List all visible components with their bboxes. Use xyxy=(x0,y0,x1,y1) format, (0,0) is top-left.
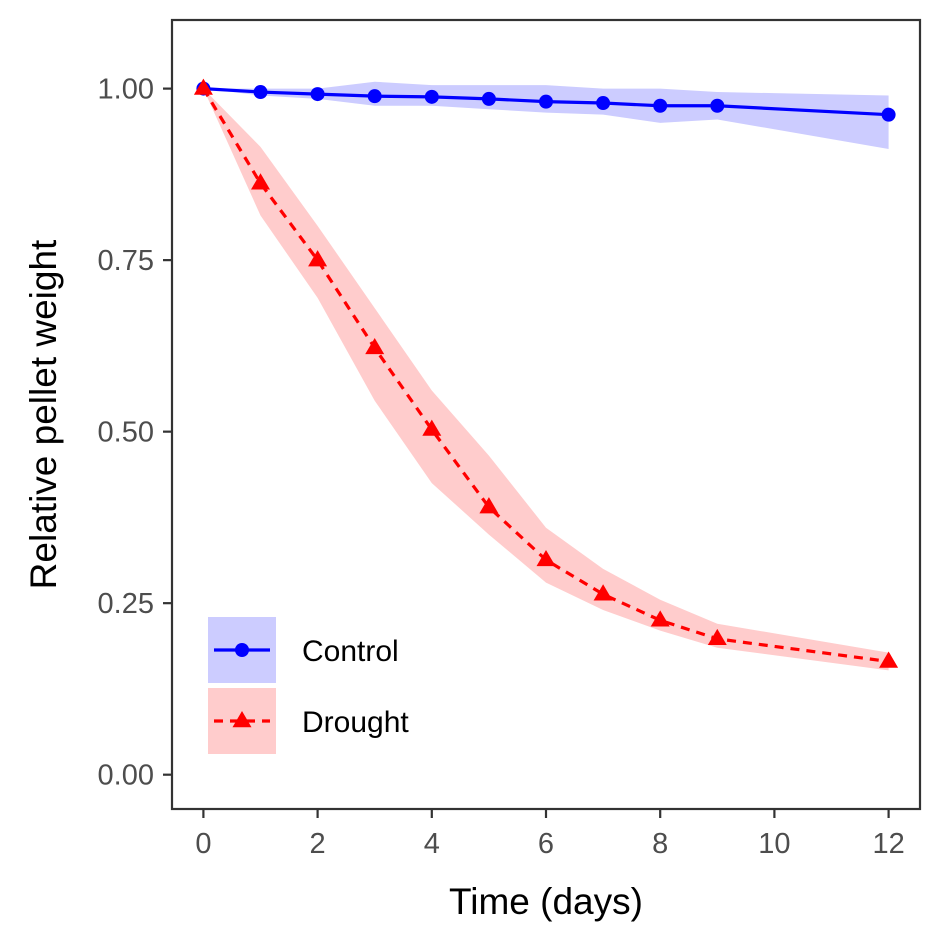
x-tick-label: 10 xyxy=(758,828,790,860)
drought-data-point xyxy=(650,610,670,627)
drought-legend-label: Drought xyxy=(302,706,409,739)
y-tick-label: 0.75 xyxy=(98,245,154,277)
drought-data-point xyxy=(193,78,213,95)
y-axis-title: Relative pellet weight xyxy=(23,239,64,589)
drought-data-point xyxy=(593,584,613,601)
control-legend-marker xyxy=(235,643,249,657)
confidence-ribbons xyxy=(203,81,889,671)
y-tick-label: 0.50 xyxy=(98,417,154,449)
x-tick-label: 8 xyxy=(652,828,668,860)
drought-data-point xyxy=(536,549,556,567)
control-data-point xyxy=(424,89,439,104)
series-markers xyxy=(193,78,899,668)
control-data-point xyxy=(481,91,496,106)
control-confidence-ribbon xyxy=(203,81,889,149)
y-tick-label: 0.25 xyxy=(98,588,154,620)
control-data-point xyxy=(596,96,611,111)
x-axis-title: Time (days) xyxy=(449,881,643,922)
legend: Control Drought xyxy=(208,617,409,754)
drought-data-point xyxy=(251,173,271,190)
control-data-point xyxy=(367,89,382,104)
control-data-point xyxy=(310,87,325,102)
drought-data-point xyxy=(707,628,727,646)
control-data-point xyxy=(710,98,725,113)
control-data-point xyxy=(653,98,668,113)
x-tick-label: 4 xyxy=(424,828,440,860)
control-data-point xyxy=(539,94,553,109)
control-data-point xyxy=(881,107,896,122)
plot-panel-border xyxy=(170,18,922,811)
control-data-point xyxy=(253,85,268,100)
y-axis: 0.00 0.25 0.50 0.75 1.00 xyxy=(98,74,172,792)
drought-legend-marker xyxy=(232,711,252,728)
x-tick-label: 12 xyxy=(872,828,904,860)
control-legend-label: Control xyxy=(302,635,399,668)
drought-data-point xyxy=(422,419,442,436)
x-tick-label: 0 xyxy=(195,828,211,860)
y-tick-label: 0.00 xyxy=(98,760,154,792)
y-tick-label: 1.00 xyxy=(98,74,154,106)
drought-data-point xyxy=(879,651,899,668)
x-tick-label: 6 xyxy=(538,828,554,860)
drought-data-point xyxy=(365,337,385,355)
x-axis: 0 2 4 6 8 10 12 xyxy=(195,809,905,860)
drought-data-point xyxy=(308,250,328,267)
x-tick-label: 2 xyxy=(310,828,326,860)
drought-data-point xyxy=(479,497,499,514)
drought-confidence-ribbon xyxy=(203,88,889,671)
